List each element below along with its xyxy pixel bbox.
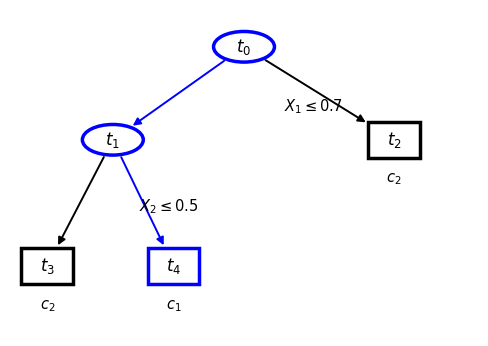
- Bar: [148, 248, 200, 284]
- Bar: [368, 121, 420, 158]
- Text: $t_2$: $t_2$: [386, 130, 401, 150]
- Text: $t_4$: $t_4$: [166, 256, 182, 276]
- Text: $t_1$: $t_1$: [105, 130, 120, 150]
- Text: $t_0$: $t_0$: [237, 37, 251, 57]
- Text: $X_2 \leq 0.5$: $X_2 \leq 0.5$: [139, 197, 198, 216]
- Ellipse shape: [82, 125, 143, 155]
- Text: $t_3$: $t_3$: [40, 256, 55, 276]
- Ellipse shape: [214, 31, 274, 62]
- Text: $c_1$: $c_1$: [166, 298, 182, 314]
- Bar: [21, 248, 73, 284]
- Text: $c_2$: $c_2$: [40, 298, 55, 314]
- Text: $c_2$: $c_2$: [386, 172, 402, 188]
- Text: $X_1 \leq 0.7$: $X_1 \leq 0.7$: [284, 97, 343, 116]
